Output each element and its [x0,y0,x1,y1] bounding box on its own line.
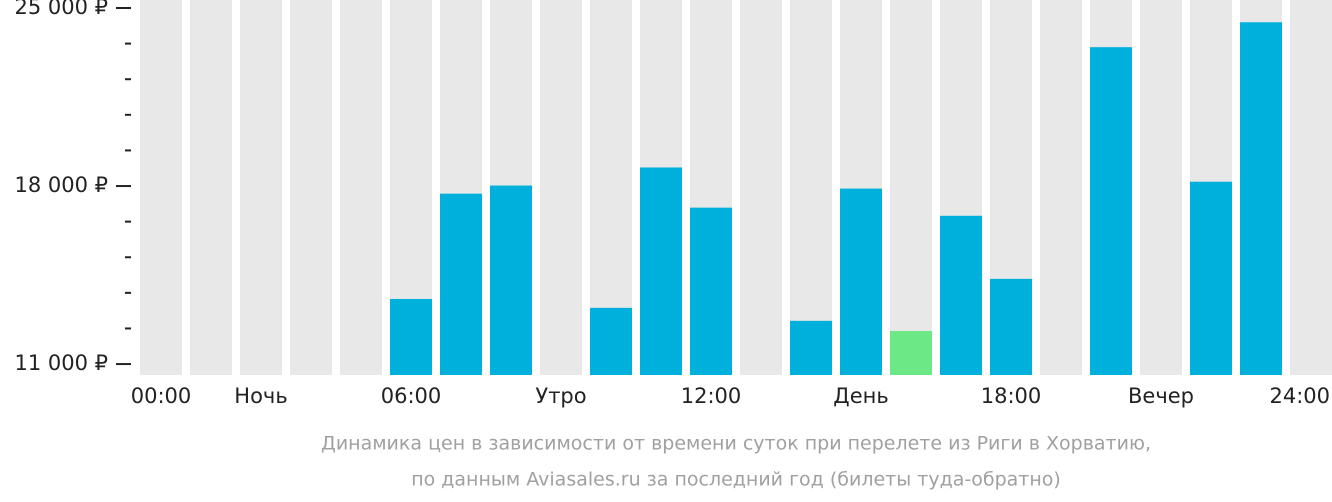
bar [1190,181,1232,375]
slot-background [740,0,782,375]
y-tick-label: 18 000 ₽ [14,173,108,197]
x-tick-label: День [833,384,888,408]
bar [440,193,482,375]
y-tick-label: 25 000 ₽ [14,0,108,19]
x-tick-label: Ночь [234,384,287,408]
bar [840,188,882,375]
slot-background [540,0,582,375]
bar [690,207,732,375]
bar [490,185,532,375]
slot-background [1040,0,1082,375]
slot-background [890,0,932,375]
x-tick-label: 24:00 [1269,384,1330,408]
slot-background [140,0,182,375]
x-tick-label: 06:00 [381,384,442,408]
x-tick-label: 00:00 [131,384,192,408]
x-tick-label: 12:00 [681,384,742,408]
slot-background [290,0,332,375]
x-tick-label: Утро [535,384,586,408]
slot-background [1140,0,1182,375]
bar [940,215,982,375]
bar [790,320,832,375]
caption: по данным Aviasales.ru за последний год … [411,469,1061,491]
slot-background [790,0,832,375]
slot-background [240,0,282,375]
slot-background [340,0,382,375]
bar [890,331,932,375]
x-tick-label: Вечер [1128,384,1194,408]
bar [590,307,632,375]
y-tick-label: 11 000 ₽ [14,351,108,375]
bar [640,167,682,375]
x-tick-label: 18:00 [981,384,1042,408]
slot-background [190,0,232,375]
bar [1090,47,1132,376]
bar [990,278,1032,375]
slot-background [1290,0,1332,375]
bar [1240,22,1282,376]
bar [390,298,432,375]
caption: Динамика цен в зависимости от времени су… [321,433,1151,455]
